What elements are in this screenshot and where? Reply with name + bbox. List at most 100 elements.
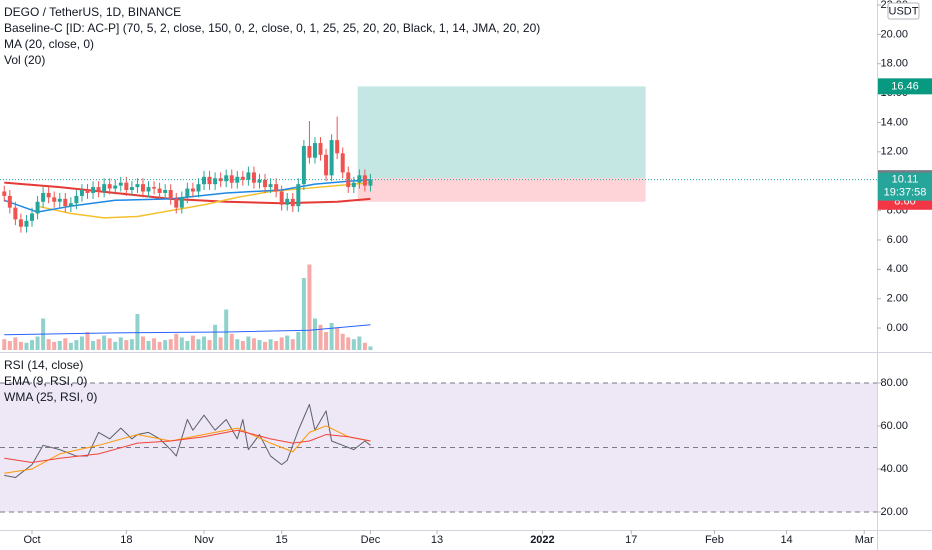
volume-bar (46, 339, 51, 350)
y-tick-label: 40.00 (880, 463, 908, 475)
candle-body (357, 175, 362, 183)
volume-bar (190, 335, 195, 350)
candle-body (202, 176, 207, 185)
volume-bar (35, 336, 40, 350)
volume-bar (368, 346, 373, 350)
volume-bar (346, 337, 351, 350)
volume-bar (79, 336, 84, 350)
volume-bar (13, 337, 18, 350)
volume-bar (213, 324, 218, 350)
candle-body (251, 172, 256, 183)
candle-body (362, 175, 367, 186)
candle-body (85, 190, 90, 193)
candle-body (113, 185, 118, 189)
y-tick-label: 6.00 (887, 234, 908, 246)
candle-body (229, 175, 234, 183)
x-tick-label: 18 (120, 534, 132, 546)
volume-bar (229, 333, 234, 350)
volume-bar (324, 332, 329, 350)
background-layer (0, 86, 877, 513)
volume-bar (174, 333, 179, 350)
indicator-legend: Baseline-C [ID: AC-P] (70, 5, 2, close, … (4, 21, 540, 35)
candle-body (307, 145, 312, 158)
volume-bar (96, 339, 101, 350)
candle-body (2, 191, 7, 196)
candle-body (340, 153, 345, 173)
profit-zone (357, 86, 646, 179)
target-price-label: 16.46 (891, 80, 919, 92)
candle-body (140, 184, 145, 192)
candle-body (30, 213, 35, 221)
volume-bar (251, 338, 256, 350)
candle-body (102, 184, 107, 192)
candle-body (152, 187, 157, 189)
volume-bar (263, 341, 268, 350)
countdown-label: 19:37:58 (884, 187, 927, 199)
volume-bar (74, 340, 79, 350)
indicator-legend: WMA (25, RSI, 0) (4, 390, 97, 404)
candle-body (79, 190, 84, 196)
volume-bar (91, 341, 96, 350)
volume-bar (140, 336, 145, 350)
volume-bar (240, 341, 245, 350)
candle-body (41, 192, 46, 202)
candle-body (146, 187, 151, 192)
candle-body (107, 184, 112, 189)
volume-bar (68, 342, 73, 350)
candle-body (68, 203, 73, 207)
volume-bar (301, 278, 306, 350)
candle-body (274, 184, 279, 192)
x-tick-label: 17 (625, 534, 637, 546)
volume-bar (85, 332, 90, 350)
candle-body (52, 197, 57, 202)
x-tick-label: 2022 (530, 534, 554, 546)
volume-bar (163, 340, 168, 350)
volume-bar (296, 332, 301, 350)
volume-bar (246, 336, 251, 350)
candle-body (96, 187, 101, 192)
y-tick-label: 0.00 (887, 322, 908, 334)
volume-bar (274, 341, 279, 350)
indicator-legend: EMA (9, RSI, 0) (4, 374, 87, 388)
indicator-line (4, 181, 371, 205)
candle-body (268, 184, 273, 188)
candle-body (213, 178, 218, 185)
currency-label: USDT (889, 5, 919, 17)
volume-bar (329, 323, 334, 350)
volume-bar (57, 341, 62, 350)
candle-body (135, 184, 140, 188)
candle-body (207, 176, 212, 185)
candle-body (124, 182, 129, 191)
volume-bar (157, 341, 162, 350)
volume-bar (351, 339, 356, 350)
x-tick-label: Mar (855, 534, 874, 546)
volume-bar (312, 318, 317, 350)
volume-bar (196, 339, 201, 350)
candle-body (285, 198, 290, 205)
indicator-line (37, 181, 371, 219)
currency-tag (887, 2, 920, 20)
volume-bar (235, 339, 240, 350)
candle-body (335, 140, 340, 154)
volume-bar (107, 338, 112, 350)
y-tick-label: 4.00 (887, 263, 908, 275)
y-tick-label: 20.00 (880, 28, 908, 40)
candle-body (129, 187, 134, 191)
candle-body (57, 198, 62, 202)
symbol-title: DEGO / TetherUS, 1D, BINANCE (4, 5, 181, 19)
volume-bar (102, 335, 107, 350)
candle-body (368, 179, 373, 186)
plot-layer (0, 116, 877, 479)
candle-body (351, 182, 356, 188)
volume-bar (224, 309, 229, 350)
volume-bar (63, 338, 68, 350)
y-tick-label: 2.00 (887, 293, 908, 305)
candle-body (157, 188, 162, 193)
volume-bar (202, 336, 207, 350)
indicator-legend: Vol (20) (4, 53, 45, 67)
candle-body (224, 175, 229, 182)
last-price-label: 10.11 (892, 174, 919, 186)
legend-layer: DEGO / TetherUS, 1D, BINANCE Baseline-C … (4, 5, 540, 404)
